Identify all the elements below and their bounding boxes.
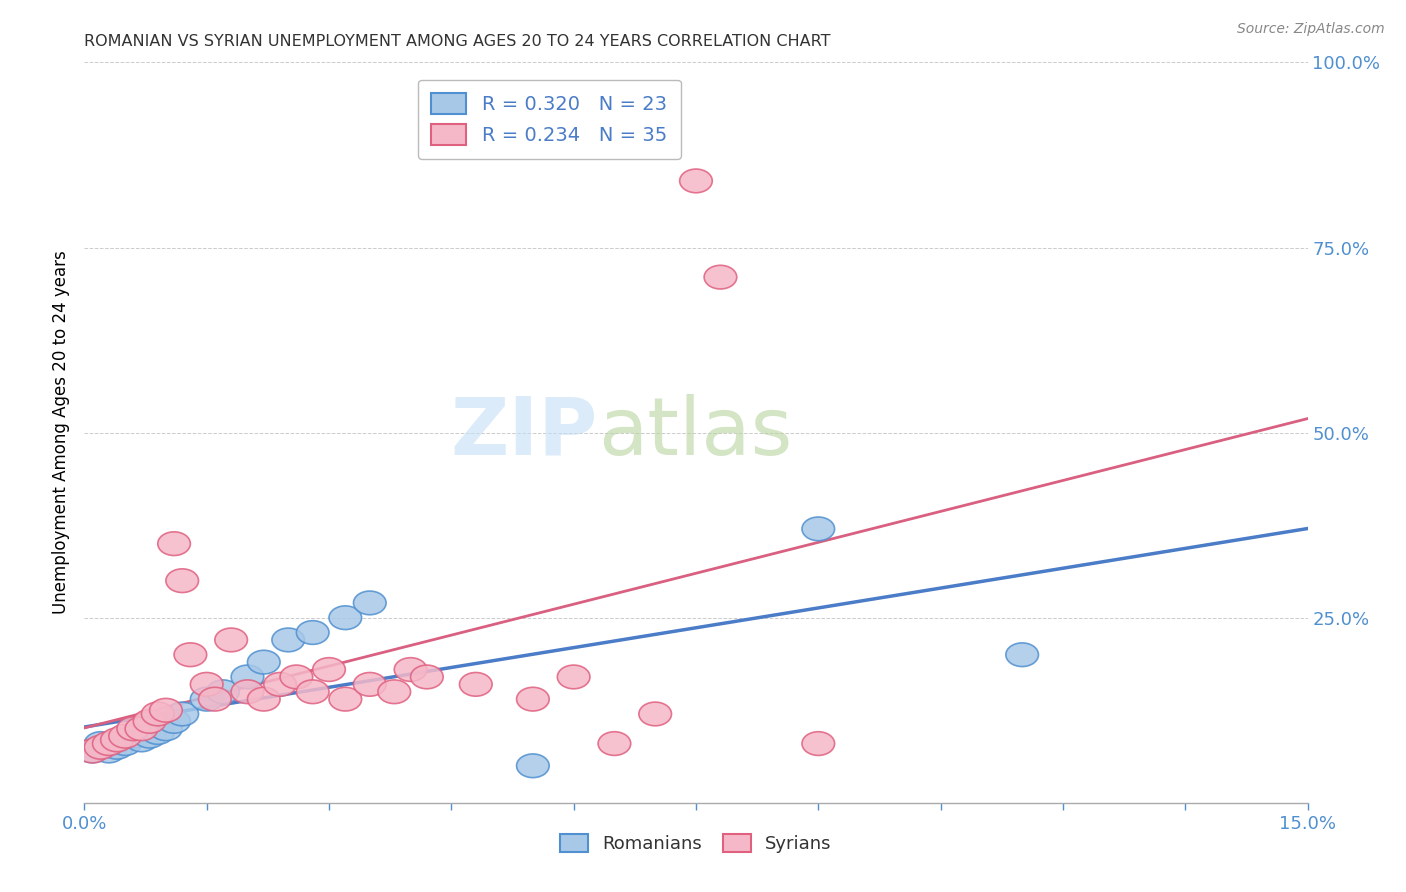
Ellipse shape [166,569,198,592]
Ellipse shape [117,717,149,740]
Ellipse shape [516,754,550,778]
Ellipse shape [329,688,361,711]
Ellipse shape [247,688,280,711]
Ellipse shape [93,739,125,763]
Ellipse shape [101,728,134,752]
Ellipse shape [190,688,224,711]
Ellipse shape [142,702,174,726]
Ellipse shape [247,650,280,674]
Ellipse shape [84,735,117,759]
Ellipse shape [801,731,835,756]
Ellipse shape [76,739,108,763]
Ellipse shape [598,731,631,756]
Ellipse shape [108,731,142,756]
Ellipse shape [215,628,247,652]
Ellipse shape [329,606,361,630]
Ellipse shape [134,709,166,733]
Ellipse shape [198,688,231,711]
Ellipse shape [134,724,166,748]
Ellipse shape [312,657,346,681]
Ellipse shape [76,739,108,763]
Ellipse shape [108,724,142,748]
Ellipse shape [149,717,183,740]
Ellipse shape [125,717,157,740]
Ellipse shape [297,621,329,644]
Ellipse shape [142,721,174,744]
Ellipse shape [125,728,157,752]
Ellipse shape [394,657,427,681]
Ellipse shape [207,680,239,704]
Ellipse shape [157,709,190,733]
Ellipse shape [378,680,411,704]
Ellipse shape [557,665,591,689]
Ellipse shape [460,673,492,696]
Ellipse shape [353,591,387,615]
Ellipse shape [84,731,117,756]
Ellipse shape [264,673,297,696]
Ellipse shape [1005,643,1039,666]
Ellipse shape [280,665,312,689]
Ellipse shape [704,265,737,289]
Text: ZIP: ZIP [451,393,598,472]
Ellipse shape [231,665,264,689]
Text: atlas: atlas [598,393,793,472]
Legend: Romanians, Syrians: Romanians, Syrians [554,827,838,861]
Ellipse shape [271,628,305,652]
Ellipse shape [411,665,443,689]
Ellipse shape [93,731,125,756]
Ellipse shape [516,688,550,711]
Ellipse shape [174,643,207,666]
Ellipse shape [353,673,387,696]
Ellipse shape [638,702,672,726]
Ellipse shape [679,169,713,193]
Ellipse shape [190,673,224,696]
Ellipse shape [101,735,134,759]
Ellipse shape [801,517,835,541]
Ellipse shape [117,724,149,748]
Text: ROMANIAN VS SYRIAN UNEMPLOYMENT AMONG AGES 20 TO 24 YEARS CORRELATION CHART: ROMANIAN VS SYRIAN UNEMPLOYMENT AMONG AG… [84,34,831,49]
Ellipse shape [166,702,198,726]
Ellipse shape [149,698,183,723]
Ellipse shape [157,532,190,556]
Ellipse shape [231,680,264,704]
Y-axis label: Unemployment Among Ages 20 to 24 years: Unemployment Among Ages 20 to 24 years [52,251,70,615]
Ellipse shape [297,680,329,704]
Text: Source: ZipAtlas.com: Source: ZipAtlas.com [1237,22,1385,37]
